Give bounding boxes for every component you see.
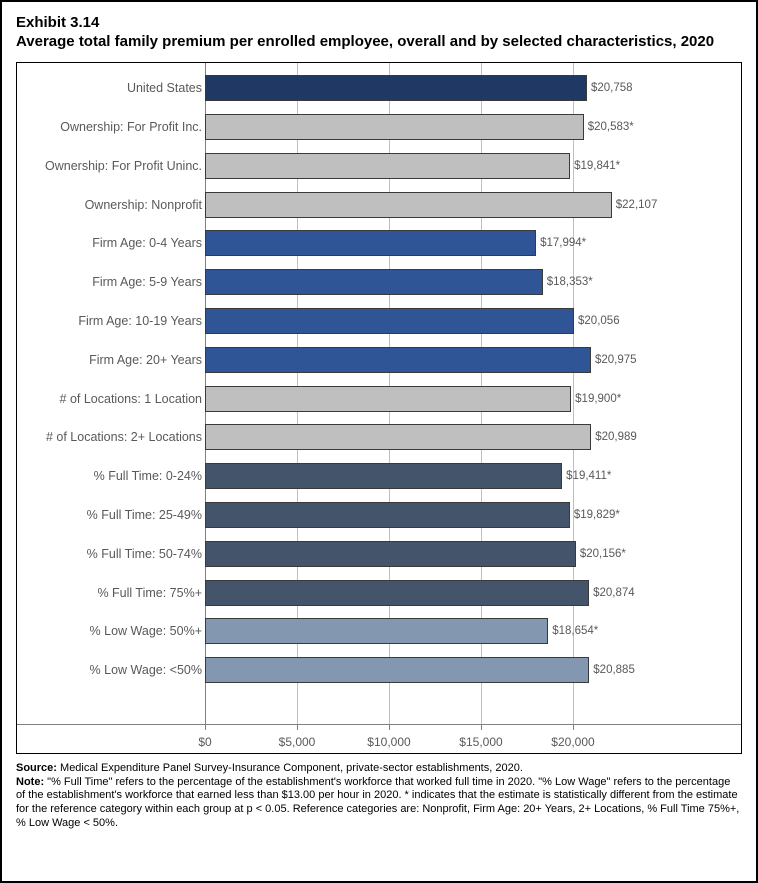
- bar-row: % Full Time: 0-24% $19,411*: [17, 457, 741, 496]
- category-label: % Full Time: 75%+: [97, 586, 202, 600]
- value-label: $20,975: [595, 354, 637, 366]
- value-label: $20,874: [593, 587, 635, 599]
- exhibit-number: Exhibit 3.14: [16, 14, 742, 31]
- category-label: % Low Wage: <50%: [90, 663, 202, 677]
- note-text: "% Full Time" refers to the percentage o…: [16, 776, 739, 829]
- bar-row: United States $20,758: [17, 69, 741, 108]
- x-tick-label: $15,000: [459, 735, 502, 749]
- category-label: % Full Time: 25-49%: [87, 508, 202, 522]
- exhibit-container: Exhibit 3.14 Average total family premiu…: [0, 0, 758, 883]
- bar: [205, 269, 543, 295]
- bar: [205, 114, 584, 140]
- value-label: $19,900*: [575, 393, 621, 405]
- category-label: % Full Time: 0-24%: [94, 469, 202, 483]
- value-label: $20,056: [578, 315, 620, 327]
- value-label: $19,841*: [574, 160, 620, 172]
- bar: [205, 75, 587, 101]
- bar: [205, 657, 589, 683]
- note-label: Note:: [16, 776, 44, 788]
- value-label: $19,829*: [574, 509, 620, 521]
- category-label: Firm Age: 20+ Years: [89, 353, 202, 367]
- value-label: $20,989: [595, 431, 637, 443]
- category-label: Ownership: For Profit Inc.: [60, 120, 202, 134]
- category-label: Ownership: For Profit Uninc.: [45, 159, 202, 173]
- bar-row: # of Locations: 2+ Locations $20,989: [17, 418, 741, 457]
- source-text: Medical Expenditure Panel Survey-Insuran…: [57, 762, 523, 774]
- category-label: Firm Age: 0-4 Years: [92, 236, 202, 250]
- bar-row: # of Locations: 1 Location $19,900*: [17, 379, 741, 418]
- bar-row: % Full Time: 75%+ $20,874: [17, 573, 741, 612]
- note-line: Note: "% Full Time" refers to the percen…: [16, 776, 742, 831]
- value-label: $18,353*: [547, 276, 593, 288]
- value-label: $18,654*: [552, 625, 598, 637]
- bar: [205, 230, 536, 256]
- bar-row: Firm Age: 5-9 Years $18,353*: [17, 263, 741, 302]
- plot-area: United States $20,758 Ownership: For Profi…: [17, 63, 741, 725]
- bar-row: % Low Wage: <50% $20,885: [17, 651, 741, 690]
- bar: [205, 347, 591, 373]
- bar-row: % Full Time: 50-74% $20,156*: [17, 534, 741, 573]
- x-tick: [573, 725, 574, 730]
- x-tick-label: $10,000: [367, 735, 410, 749]
- bar: [205, 153, 570, 179]
- value-label: $20,583*: [588, 121, 634, 133]
- bar-row: Firm Age: 10-19 Years $20,056: [17, 302, 741, 341]
- bar-row: Firm Age: 20+ Years $20,975: [17, 340, 741, 379]
- category-label: % Low Wage: 50%+: [90, 624, 202, 638]
- value-label: $20,156*: [580, 548, 626, 560]
- value-label: $22,107: [616, 199, 658, 211]
- bar: [205, 580, 589, 606]
- value-label: $19,411*: [566, 470, 611, 482]
- bar: [205, 618, 548, 644]
- category-label: Firm Age: 10-19 Years: [78, 314, 202, 328]
- category-label: Ownership: Nonprofit: [85, 198, 202, 212]
- x-tick: [389, 725, 390, 730]
- bar: [205, 308, 574, 334]
- x-tick-label: $20,000: [551, 735, 594, 749]
- chart-title: Average total family premium per enrolle…: [16, 33, 716, 52]
- source-label: Source:: [16, 762, 57, 774]
- x-tick: [297, 725, 298, 730]
- bar: [205, 424, 591, 450]
- bar-row: Firm Age: 0-4 Years $17,994*: [17, 224, 741, 263]
- category-label: # of Locations: 2+ Locations: [46, 430, 202, 444]
- bar: [205, 192, 612, 218]
- chart-area: United States $20,758 Ownership: For Profi…: [16, 62, 742, 754]
- value-label: $17,994*: [540, 237, 586, 249]
- bar-row: Ownership: Nonprofit $22,107: [17, 185, 741, 224]
- bar: [205, 463, 562, 489]
- x-tick: [481, 725, 482, 730]
- value-label: $20,758: [591, 82, 633, 94]
- source-line: Source: Medical Expenditure Panel Survey…: [16, 762, 742, 776]
- category-label: # of Locations: 1 Location: [60, 392, 202, 406]
- value-label: $20,885: [593, 664, 635, 676]
- category-label: % Full Time: 50-74%: [87, 547, 202, 561]
- bar-row: % Full Time: 25-49% $19,829*: [17, 496, 741, 535]
- bar: [205, 541, 576, 567]
- bar-row: Ownership: For Profit Inc. $20,583*: [17, 108, 741, 147]
- bar-row: Ownership: For Profit Uninc. $19,841*: [17, 146, 741, 185]
- bar: [205, 386, 571, 412]
- bar: [205, 502, 570, 528]
- bar-row: % Low Wage: 50%+ $18,654*: [17, 612, 741, 651]
- category-label: United States: [127, 81, 202, 95]
- x-tick-label: $0: [198, 735, 211, 749]
- x-axis-line: [17, 724, 741, 725]
- x-tick-label: $5,000: [279, 735, 316, 749]
- category-label: Firm Age: 5-9 Years: [92, 275, 202, 289]
- x-tick: [205, 725, 206, 730]
